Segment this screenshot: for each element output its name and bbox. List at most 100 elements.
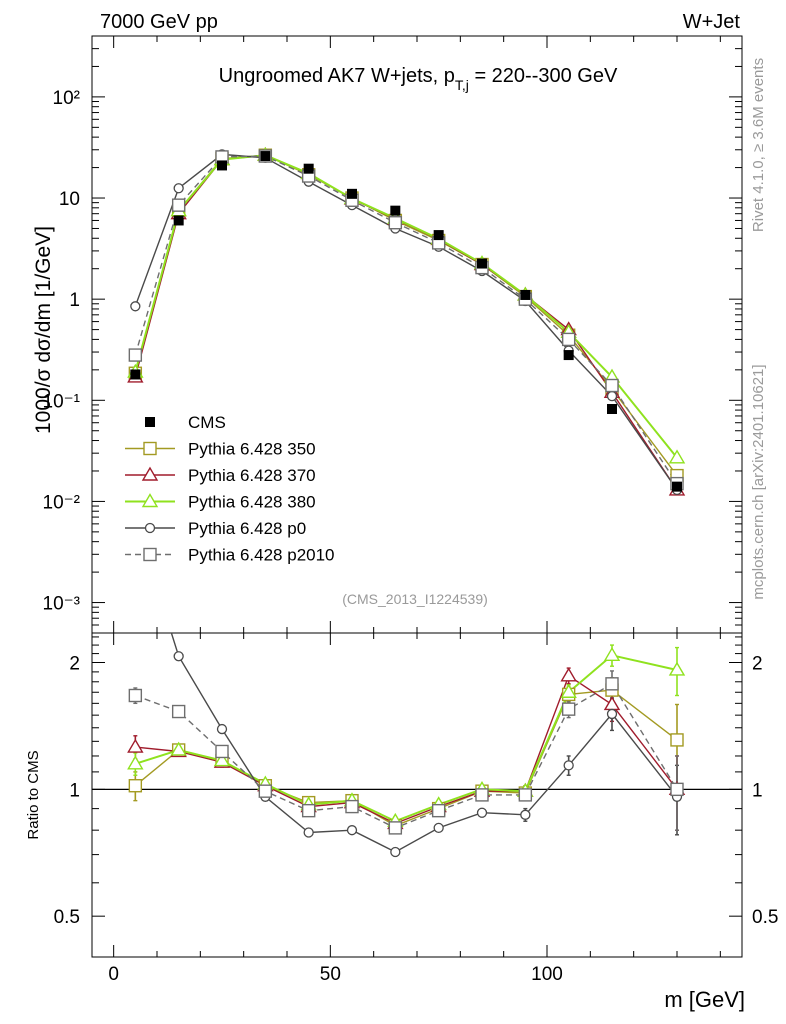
data-point [217,160,227,171]
ratio-point-3 [520,809,531,820]
legend-marker-data [145,417,155,427]
x-axis-label: m [GeV] [664,987,745,1012]
ratio-point-3 [606,708,618,720]
ratio-point-0 [670,733,684,747]
ratio-point-4 [518,788,533,802]
ratio-point-4 [475,788,489,802]
series-point-4 [171,198,186,212]
y-tick-label-right: 0.5 [752,907,778,928]
ratio-point-1 [560,667,577,682]
y-tick-label: 10⁻³ [43,594,81,615]
ratio-point-4 [171,704,186,719]
ratio-point-4 [605,677,619,691]
series-point-4 [605,378,619,393]
ratio-point-3 [563,760,574,771]
y-axis-label-main: 1000/σ dσ/dm [1/GeV] [32,226,55,434]
ratio-panel: 0 50 100 0.5 0.5 1 1 2 2 [54,514,778,985]
ratio-point-2 [170,741,187,756]
ratio-curves [127,514,686,858]
y-tick-label: 10² [53,88,80,109]
ratio-point-2 [668,661,686,676]
legend-marker-3 [144,522,156,534]
y-tick-label: 1 [69,290,80,311]
ratio-point-4 [388,821,403,835]
legend-marker-4 [143,547,157,562]
x-tick-label: 100 [531,964,563,985]
data-point [347,188,357,199]
ratio-point-4 [670,782,684,797]
series-point-3 [606,390,618,402]
series-point-3 [173,183,184,194]
ratio-point-4 [431,803,446,818]
y-tick-label: 2 [69,654,80,675]
ratio-point-2 [127,755,144,770]
legend-label-data: CMS [188,413,226,432]
legend-label-2: Pythia 6.428 380 [188,493,316,512]
x-tick-label: 0 [108,964,119,985]
legend-label-1: Pythia 6.428 370 [188,466,316,485]
data-point [520,289,531,300]
y-axis-label-ratio: Ratio to CMS [25,750,42,839]
rivet-version-label: Rivet 4.1.0, ≥ 3.6M events [750,58,767,232]
ratio-point-4 [215,744,229,759]
x-tick-label: 50 [320,964,341,985]
legend-marker-0 [143,441,157,456]
legend-marker-1 [141,466,159,481]
ratio-point-3 [216,723,228,735]
chart-title: Ungroomed AK7 W+jets, pT,j = 220--300 Ge… [219,65,618,93]
ratio-point-4 [128,688,143,703]
ratio-point-0 [128,779,143,793]
legend-marker-2 [141,493,159,508]
mcplots-label: mcplots.cern.ch [arXiv:2401.10621] [750,364,767,599]
y-tick-label: 1 [69,780,80,801]
y-tick-label: 10⁻² [43,492,81,513]
ratio-point-4 [258,784,273,798]
ratio-point-3 [476,807,488,818]
analysis-id: (CMS_2013_I1224539) [342,591,488,607]
series-line-4 [134,155,678,484]
ratio-point-3 [346,825,358,836]
data-point [260,151,271,162]
data-point [563,350,574,361]
main-frame [91,35,743,634]
ratio-point-3 [303,827,314,838]
main-curves [127,146,686,496]
y-tick-label-right: 1 [752,780,763,801]
legend-label-3: Pythia 6.428 p0 [188,519,306,538]
legend: CMS Pythia 6.428 350 Pythia 6.428 370 Pythi… [125,413,335,565]
y-tick-label: 10⁻¹ [43,391,81,412]
data-point [130,369,141,380]
y-tick-label: 0.5 [54,907,80,928]
series-point-3 [130,301,141,312]
series-point-2 [668,449,686,464]
legend-label-4: Pythia 6.428 p2010 [188,546,335,565]
ratio-point-2 [560,683,577,698]
ratio-point-2 [603,646,621,662]
y-tick-label: 10 [59,189,80,210]
main-panel: 10⁻³ 10⁻² 10⁻¹ 1 10 10² [43,35,743,634]
data-point [390,205,401,216]
legend-label-0: Pythia 6.428 350 [188,440,316,459]
ratio-point-4 [561,702,576,716]
series-point-4 [128,348,143,362]
data-point [672,481,682,492]
ratio-frame [91,632,743,958]
ratio-point-4 [301,803,316,818]
ratio-point-3 [433,822,444,834]
data-point [477,258,487,269]
ratio-line-2 [134,654,678,823]
data-point [303,163,314,174]
ratio-point-1 [603,696,621,711]
data-point [433,230,444,241]
ratio-point-3 [131,514,140,523]
ratio-point-4 [345,799,359,814]
header-process: W+Jet [683,11,741,33]
data-point [173,215,184,226]
series-point-4 [561,332,576,347]
header-collision: 7000 GeV pp [100,11,218,33]
ratio-point-2 [213,752,231,767]
ratio-point-3 [390,846,401,858]
y-tick-label-right: 2 [752,654,763,675]
ratio-line-3 [170,633,678,853]
